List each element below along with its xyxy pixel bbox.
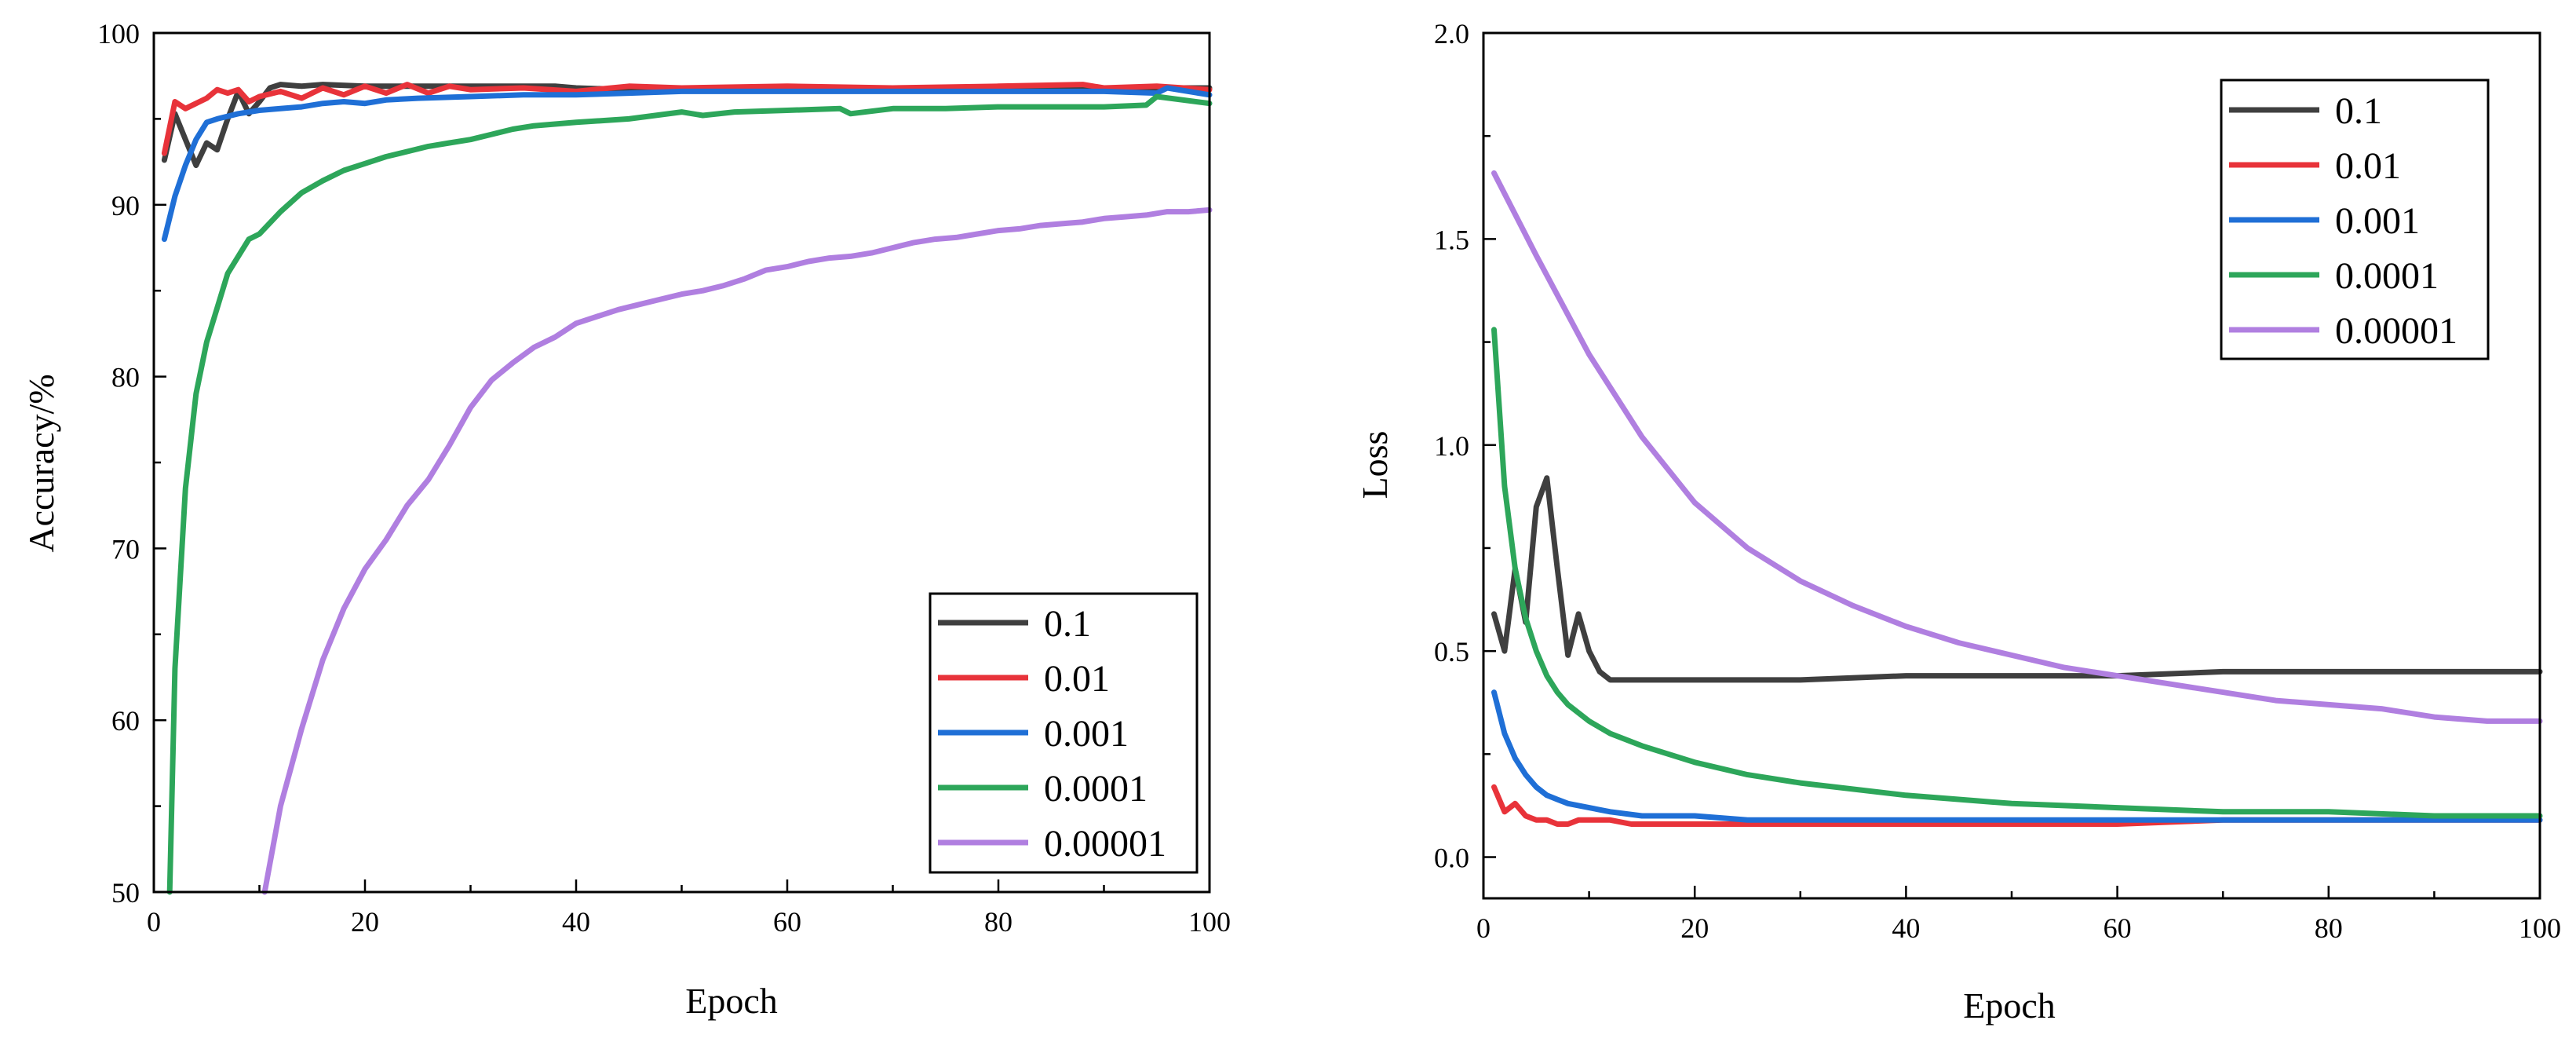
accuracy-series-line-0.1 (161, 82, 1213, 168)
accuracy-x-tick-label: 60 (773, 906, 801, 938)
loss-x-tick-label: 0 (1476, 912, 1491, 944)
accuracy-legend-item: 0.0001 (938, 768, 1148, 810)
loss-y-axis-title: Loss (1355, 431, 1395, 499)
loss-legend-item: 0.01 (2229, 145, 2401, 187)
accuracy-axes: 0 20 40 60 80 100 50 60 70 80 90 100 (97, 18, 1231, 938)
accuracy-x-tick-label: 80 (984, 906, 1013, 938)
accuracy-legend-item: 0.1 (938, 603, 1091, 645)
accuracy-x-tick-label: 100 (1188, 906, 1231, 938)
accuracy-y-tick-label: 60 (111, 705, 140, 737)
loss-x-axis-title: Epoch (1963, 985, 2056, 1026)
loss-y-tick-label: 2.0 (1434, 18, 1469, 49)
loss-x-tick-label: 80 (2315, 912, 2343, 944)
loss-x-tick-label: 100 (2519, 912, 2561, 944)
accuracy-y-tick-label: 80 (111, 362, 140, 393)
accuracy-y-tick-label: 100 (97, 18, 140, 49)
accuracy-legend-item: 0.00001 (938, 823, 1166, 865)
loss-series-layer (1491, 170, 2543, 827)
legend-label: 0.001 (1044, 713, 1129, 755)
loss-series-line-0.00001 (1491, 170, 2543, 724)
loss-y-tick-label: 0.5 (1434, 636, 1469, 667)
loss-series-line-0.0001 (1491, 327, 2543, 819)
accuracy-y-tick-label: 70 (111, 533, 140, 565)
loss-series-line-0.001 (1491, 689, 2543, 823)
legend-label: 0.1 (1044, 603, 1091, 645)
legend-label: 0.0001 (1044, 768, 1148, 810)
accuracy-chart: 0 20 40 60 80 100 50 60 70 80 90 100 Epoch Accuracy… (21, 18, 1231, 1021)
loss-x-tick-label: 60 (2103, 912, 2132, 944)
loss-x-tick-label: 40 (1892, 912, 1920, 944)
loss-chart: 0 20 40 60 80 100 0.0 0.5 1.0 1.5 2.0 Epoch Loss 0… (1355, 18, 2561, 1026)
legend-label: 0.00001 (1044, 823, 1166, 865)
loss-legend: 0.1 0.01 0.001 0.0001 0.00001 (2220, 79, 2490, 360)
loss-x-tick-label: 20 (1680, 912, 1709, 944)
accuracy-legend-item: 0.001 (938, 713, 1129, 755)
accuracy-y-tick-label: 90 (111, 190, 140, 221)
accuracy-legend-item: 0.01 (938, 658, 1110, 700)
loss-legend-item: 0.00001 (2229, 310, 2457, 352)
loss-legend-item: 0.001 (2229, 200, 2420, 242)
accuracy-series-line-0.01 (161, 82, 1213, 156)
accuracy-x-tick-label: 40 (562, 906, 590, 938)
accuracy-x-axis-title: Epoch (685, 981, 778, 1021)
accuracy-legend: 0.1 0.01 0.001 0.0001 0.00001 (929, 592, 1199, 874)
accuracy-series-line-0.001 (161, 85, 1213, 243)
accuracy-series-line-0.00001 (261, 207, 1213, 895)
accuracy-series-layer (161, 82, 1213, 895)
legend-label: 0.001 (2335, 200, 2420, 242)
legend-label: 0.0001 (2335, 255, 2439, 297)
loss-y-tick-label: 1.5 (1434, 224, 1469, 255)
loss-series-line-0.1 (1491, 475, 2543, 683)
accuracy-x-tick-label: 0 (147, 906, 161, 938)
legend-label: 0.01 (1044, 658, 1110, 700)
accuracy-y-tick-label: 50 (111, 877, 140, 909)
legend-label: 0.00001 (2335, 310, 2457, 352)
accuracy-x-tick-label: 20 (351, 906, 379, 938)
accuracy-series-line-0.0001 (166, 93, 1213, 895)
loss-legend-item: 0.1 (2229, 90, 2382, 132)
legend-label: 0.1 (2335, 90, 2382, 132)
loss-legend-item: 0.0001 (2229, 255, 2439, 297)
loss-y-tick-label: 0.0 (1434, 843, 1469, 874)
loss-axes: 0 20 40 60 80 100 0.0 0.5 1.0 1.5 2.0 (1434, 18, 2561, 944)
legend-label: 0.01 (2335, 145, 2401, 187)
accuracy-y-axis-title: Accuracy/% (21, 374, 61, 552)
loss-y-tick-label: 1.0 (1434, 430, 1469, 462)
